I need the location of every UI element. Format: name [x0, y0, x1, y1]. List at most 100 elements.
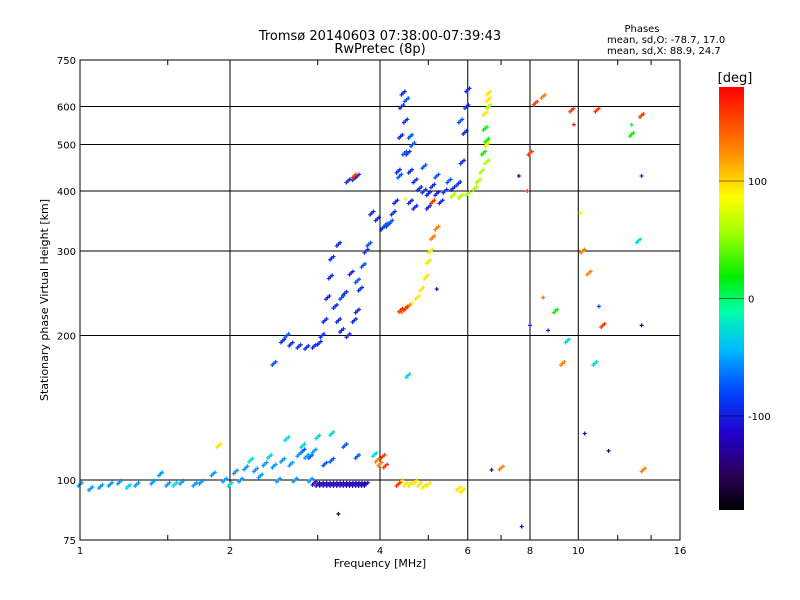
echo-point [328, 257, 333, 262]
echo-point [347, 332, 352, 337]
echo-point [464, 89, 469, 94]
echo-point [529, 149, 534, 154]
echo-point [606, 448, 611, 453]
echo-point [295, 345, 300, 350]
echo-point [310, 345, 315, 350]
echo-point [399, 172, 404, 177]
echo-point [483, 161, 488, 166]
echo-point [347, 272, 352, 277]
echo-point [229, 480, 234, 485]
echo-point [562, 359, 567, 364]
echo-point [461, 132, 466, 137]
echo-point [488, 96, 493, 101]
echo-point [353, 280, 358, 285]
echo-point [386, 221, 391, 226]
x-tick-label: 4 [377, 546, 383, 557]
echo-point [411, 180, 416, 185]
echo-point [306, 343, 311, 348]
echo-point [328, 483, 333, 488]
echo-point [433, 175, 438, 180]
echo-point [486, 141, 491, 146]
echo-point [414, 177, 419, 182]
echo-point [341, 294, 346, 299]
echo-point [413, 297, 418, 302]
echo-point [389, 212, 394, 217]
echo-point [317, 483, 322, 488]
echo-point [420, 486, 425, 491]
echo-point [314, 436, 319, 441]
echo-point [365, 247, 370, 252]
echo-point [356, 288, 361, 293]
echo-point [313, 447, 318, 452]
echo-point [353, 310, 358, 315]
echo-point [445, 180, 450, 185]
echo-point [382, 452, 387, 457]
echo-point [133, 483, 138, 488]
echo-point [321, 332, 326, 337]
echo-point [379, 460, 384, 465]
echo-point [324, 460, 329, 465]
echo-point [377, 215, 382, 220]
echo-point [516, 173, 521, 178]
echo-point [397, 167, 402, 172]
echo-point [215, 445, 220, 450]
echo-point [110, 480, 115, 485]
echo-point [631, 130, 636, 135]
echo-point [639, 173, 644, 178]
echo-point [484, 106, 489, 111]
echo-point [152, 478, 157, 483]
echo-point [641, 111, 646, 116]
echo-point [224, 476, 229, 481]
echo-point [407, 372, 412, 377]
echo-point [424, 193, 429, 198]
echo-point [410, 198, 415, 203]
echo-point [226, 483, 231, 488]
echo-point [594, 359, 599, 364]
echo-point [278, 459, 283, 464]
echo-point [484, 110, 489, 115]
echo-point [460, 117, 465, 122]
echo-point [467, 190, 472, 195]
y-tick-label: 400 [57, 187, 76, 198]
echo-point [449, 194, 454, 199]
echo-point [334, 320, 339, 325]
echo-point [462, 487, 467, 492]
echo-point [430, 247, 435, 252]
echo-point [405, 480, 410, 485]
echo-point [379, 227, 384, 232]
echo-point [474, 180, 479, 185]
echo-point [602, 321, 607, 326]
echo-point [344, 180, 349, 185]
echo-point [414, 203, 419, 208]
echo-point [149, 481, 154, 486]
echo-point [484, 92, 489, 97]
echo-point [428, 203, 433, 208]
echo-point [373, 218, 378, 223]
echo-point [136, 480, 141, 485]
echo-point [286, 332, 291, 337]
echo-point [86, 488, 91, 493]
x-tick-label: 10 [572, 546, 585, 557]
echo-point [250, 456, 255, 461]
echo-point [171, 483, 176, 488]
echo-point [338, 240, 343, 245]
echo-point [314, 483, 319, 488]
echo-point [212, 470, 217, 475]
echo-point [174, 480, 179, 485]
echo-point [571, 106, 576, 111]
echo-point [397, 309, 402, 314]
echo-point [398, 106, 403, 111]
echo-point [287, 463, 292, 468]
echo-point [458, 179, 463, 184]
echo-point [400, 132, 405, 137]
echo-point [353, 172, 358, 177]
echo-point [433, 227, 438, 232]
echo-point [639, 469, 644, 474]
echo-point [555, 307, 560, 312]
echo-point [638, 115, 643, 120]
echo-point [424, 206, 429, 211]
echo-point [437, 201, 442, 206]
echo-point [478, 177, 483, 182]
echo-point [411, 206, 416, 211]
echo-point [410, 301, 415, 306]
